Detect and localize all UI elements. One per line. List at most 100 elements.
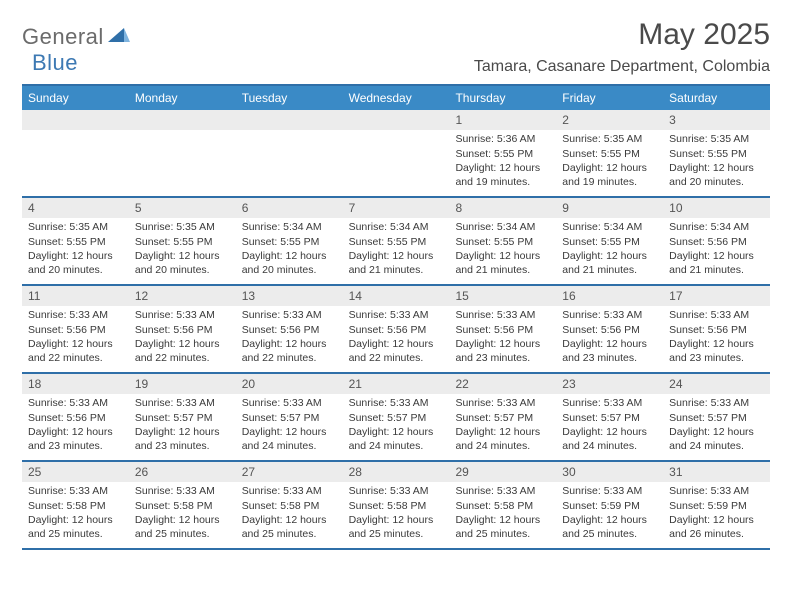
day-cell: 4Sunrise: 5:35 AMSunset: 5:55 PMDaylight… (22, 198, 129, 284)
day-cell: 19Sunrise: 5:33 AMSunset: 5:57 PMDayligh… (129, 374, 236, 460)
brand-text-2: Blue (32, 50, 78, 76)
day-details: Sunrise: 5:35 AMSunset: 5:55 PMDaylight:… (129, 218, 236, 283)
day-cell: 3Sunrise: 5:35 AMSunset: 5:55 PMDaylight… (663, 110, 770, 196)
day-details: Sunrise: 5:33 AMSunset: 5:59 PMDaylight:… (556, 482, 663, 547)
day-cell: 6Sunrise: 5:34 AMSunset: 5:55 PMDaylight… (236, 198, 343, 284)
brand-logo-line2: Blue (32, 44, 78, 76)
week-row: 4Sunrise: 5:35 AMSunset: 5:55 PMDaylight… (22, 198, 770, 286)
day-details: Sunrise: 5:33 AMSunset: 5:57 PMDaylight:… (449, 394, 556, 459)
day-number: 9 (556, 198, 663, 218)
weeks-container: 1Sunrise: 5:36 AMSunset: 5:55 PMDaylight… (22, 110, 770, 550)
day-number: 4 (22, 198, 129, 218)
day-cell: 14Sunrise: 5:33 AMSunset: 5:56 PMDayligh… (343, 286, 450, 372)
day-details: Sunrise: 5:34 AMSunset: 5:56 PMDaylight:… (663, 218, 770, 283)
day-cell: 10Sunrise: 5:34 AMSunset: 5:56 PMDayligh… (663, 198, 770, 284)
sunrise-line: Sunrise: 5:33 AM (349, 396, 444, 410)
sunrise-line: Sunrise: 5:33 AM (669, 396, 764, 410)
day-details: Sunrise: 5:33 AMSunset: 5:56 PMDaylight:… (22, 394, 129, 459)
sunrise-line: Sunrise: 5:34 AM (669, 220, 764, 234)
daylight-line: Daylight: 12 hours and 23 minutes. (562, 337, 657, 365)
sunrise-line: Sunrise: 5:33 AM (135, 484, 230, 498)
week-row: 11Sunrise: 5:33 AMSunset: 5:56 PMDayligh… (22, 286, 770, 374)
calendar-page: General May 2025 Tamara, Casanare Depart… (0, 0, 792, 550)
day-details: Sunrise: 5:33 AMSunset: 5:59 PMDaylight:… (663, 482, 770, 547)
day-cell: 7Sunrise: 5:34 AMSunset: 5:55 PMDaylight… (343, 198, 450, 284)
day-number: 30 (556, 462, 663, 482)
sunrise-line: Sunrise: 5:35 AM (135, 220, 230, 234)
daylight-line: Daylight: 12 hours and 20 minutes. (135, 249, 230, 277)
sunrise-line: Sunrise: 5:34 AM (562, 220, 657, 234)
daylight-line: Daylight: 12 hours and 22 minutes. (349, 337, 444, 365)
daylight-line: Daylight: 12 hours and 23 minutes. (455, 337, 550, 365)
day-number: 28 (343, 462, 450, 482)
day-cell: 21Sunrise: 5:33 AMSunset: 5:57 PMDayligh… (343, 374, 450, 460)
day-details: Sunrise: 5:33 AMSunset: 5:56 PMDaylight:… (343, 306, 450, 371)
day-number: 23 (556, 374, 663, 394)
daylight-line: Daylight: 12 hours and 19 minutes. (455, 161, 550, 189)
daylight-line: Daylight: 12 hours and 22 minutes. (242, 337, 337, 365)
day-cell: 16Sunrise: 5:33 AMSunset: 5:56 PMDayligh… (556, 286, 663, 372)
sunset-line: Sunset: 5:55 PM (242, 235, 337, 249)
sunrise-line: Sunrise: 5:33 AM (349, 308, 444, 322)
sunset-line: Sunset: 5:56 PM (669, 235, 764, 249)
day-cell: 8Sunrise: 5:34 AMSunset: 5:55 PMDaylight… (449, 198, 556, 284)
day-cell (129, 110, 236, 196)
day-cell (343, 110, 450, 196)
daylight-line: Daylight: 12 hours and 25 minutes. (242, 513, 337, 541)
sunrise-line: Sunrise: 5:33 AM (242, 484, 337, 498)
day-number: 3 (663, 110, 770, 130)
day-details: Sunrise: 5:33 AMSunset: 5:56 PMDaylight:… (556, 306, 663, 371)
day-cell: 1Sunrise: 5:36 AMSunset: 5:55 PMDaylight… (449, 110, 556, 196)
sunset-line: Sunset: 5:57 PM (242, 411, 337, 425)
weekday-header: Friday (556, 86, 663, 110)
day-cell: 2Sunrise: 5:35 AMSunset: 5:55 PMDaylight… (556, 110, 663, 196)
day-cell: 20Sunrise: 5:33 AMSunset: 5:57 PMDayligh… (236, 374, 343, 460)
day-cell: 28Sunrise: 5:33 AMSunset: 5:58 PMDayligh… (343, 462, 450, 548)
day-details: Sunrise: 5:35 AMSunset: 5:55 PMDaylight:… (556, 130, 663, 195)
week-row: 25Sunrise: 5:33 AMSunset: 5:58 PMDayligh… (22, 462, 770, 550)
day-cell: 23Sunrise: 5:33 AMSunset: 5:57 PMDayligh… (556, 374, 663, 460)
day-cell: 29Sunrise: 5:33 AMSunset: 5:58 PMDayligh… (449, 462, 556, 548)
day-number (22, 110, 129, 130)
day-number: 27 (236, 462, 343, 482)
sunset-line: Sunset: 5:56 PM (349, 323, 444, 337)
day-number: 8 (449, 198, 556, 218)
sunset-line: Sunset: 5:55 PM (669, 147, 764, 161)
sunrise-line: Sunrise: 5:33 AM (669, 484, 764, 498)
sunset-line: Sunset: 5:56 PM (562, 323, 657, 337)
daylight-line: Daylight: 12 hours and 22 minutes. (28, 337, 123, 365)
sunrise-line: Sunrise: 5:33 AM (669, 308, 764, 322)
weekday-header: Saturday (663, 86, 770, 110)
sunrise-line: Sunrise: 5:36 AM (455, 132, 550, 146)
daylight-line: Daylight: 12 hours and 26 minutes. (669, 513, 764, 541)
day-number (129, 110, 236, 130)
day-details: Sunrise: 5:33 AMSunset: 5:56 PMDaylight:… (236, 306, 343, 371)
day-details: Sunrise: 5:33 AMSunset: 5:56 PMDaylight:… (129, 306, 236, 371)
daylight-line: Daylight: 12 hours and 19 minutes. (562, 161, 657, 189)
daylight-line: Daylight: 12 hours and 25 minutes. (455, 513, 550, 541)
sunset-line: Sunset: 5:57 PM (349, 411, 444, 425)
sunset-line: Sunset: 5:57 PM (669, 411, 764, 425)
day-cell: 12Sunrise: 5:33 AMSunset: 5:56 PMDayligh… (129, 286, 236, 372)
brand-triangle-icon (108, 26, 130, 49)
day-details: Sunrise: 5:35 AMSunset: 5:55 PMDaylight:… (663, 130, 770, 195)
sunset-line: Sunset: 5:56 PM (28, 323, 123, 337)
week-row: 18Sunrise: 5:33 AMSunset: 5:56 PMDayligh… (22, 374, 770, 462)
sunset-line: Sunset: 5:59 PM (562, 499, 657, 513)
sunrise-line: Sunrise: 5:33 AM (28, 484, 123, 498)
day-details: Sunrise: 5:33 AMSunset: 5:58 PMDaylight:… (236, 482, 343, 547)
daylight-line: Daylight: 12 hours and 24 minutes. (669, 425, 764, 453)
sunrise-line: Sunrise: 5:33 AM (455, 484, 550, 498)
sunrise-line: Sunrise: 5:33 AM (349, 484, 444, 498)
day-details: Sunrise: 5:33 AMSunset: 5:56 PMDaylight:… (22, 306, 129, 371)
day-cell: 5Sunrise: 5:35 AMSunset: 5:55 PMDaylight… (129, 198, 236, 284)
calendar-grid: SundayMondayTuesdayWednesdayThursdayFrid… (22, 84, 770, 550)
week-row: 1Sunrise: 5:36 AMSunset: 5:55 PMDaylight… (22, 110, 770, 198)
day-number: 18 (22, 374, 129, 394)
daylight-line: Daylight: 12 hours and 23 minutes. (669, 337, 764, 365)
day-number: 12 (129, 286, 236, 306)
day-cell: 11Sunrise: 5:33 AMSunset: 5:56 PMDayligh… (22, 286, 129, 372)
daylight-line: Daylight: 12 hours and 23 minutes. (28, 425, 123, 453)
day-cell: 27Sunrise: 5:33 AMSunset: 5:58 PMDayligh… (236, 462, 343, 548)
sunrise-line: Sunrise: 5:34 AM (242, 220, 337, 234)
